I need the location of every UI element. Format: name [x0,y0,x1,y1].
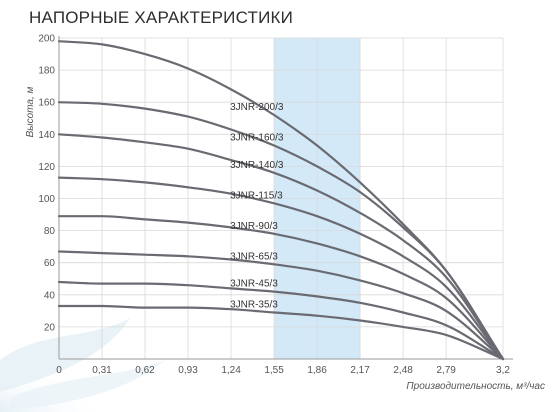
y-tick-label: 100 [38,194,55,205]
series-label: 3JNR-140/3 [230,160,284,171]
series-line-3JNR-160/3 [57,101,505,361]
series-label: 3JNR-115/3 [230,190,283,201]
y-tick-label: 20 [44,322,56,333]
x-axis-label: Производительность, м³/час [406,381,545,392]
series-line-3JNR-115/3 [57,176,505,361]
series-line-3JNR-45/3 [57,280,505,361]
x-tick-label: 1,86 [307,365,327,376]
series-line-3JNR-140/3 [57,133,505,361]
y-axis-label: Высота, м [25,86,36,137]
y-tick-label: 140 [38,130,55,141]
series-label: 3JNR-65/3 [230,251,278,262]
series-label: 3JNR-160/3 [230,133,284,144]
y-tick-label: 160 [38,98,55,109]
x-tick-label: 0 [56,365,62,376]
x-tick-label: 0,62 [135,365,155,376]
y-tick-label: 120 [38,162,55,173]
x-tick-label: 1,24 [221,365,241,376]
series-line-3JNR-90/3 [57,215,505,361]
series-label: 3JNR-45/3 [230,279,278,290]
x-tick-label: 2,17 [350,365,370,376]
y-tick-label: 180 [38,66,55,77]
x-tick-label: 0,93 [178,365,198,376]
series-label: 3JNR-35/3 [230,299,278,310]
x-tick-label: 3,2 [496,365,510,376]
y-tick-label: 40 [44,290,56,301]
x-tick-label: 1,55 [264,365,284,376]
series-label: 3JNR-90/3 [230,221,278,232]
y-tick-label: 60 [44,258,56,269]
series-line-3JNR-35/3 [57,304,505,361]
x-tick-label: 0,31 [92,365,112,376]
series-line-3JNR-65/3 [57,250,505,361]
y-tick-label: 80 [44,226,56,237]
x-tick-label: 2,79 [436,365,456,376]
water-splash-decoration [0,318,165,412]
series-label: 3JNR-200/3 [230,102,284,113]
x-tick-label: 2,48 [393,365,413,376]
page-title: НАПОРНЫЕ ХАРАКТЕРИСТИКИ [29,8,294,27]
y-tick-label: 200 [38,34,55,45]
